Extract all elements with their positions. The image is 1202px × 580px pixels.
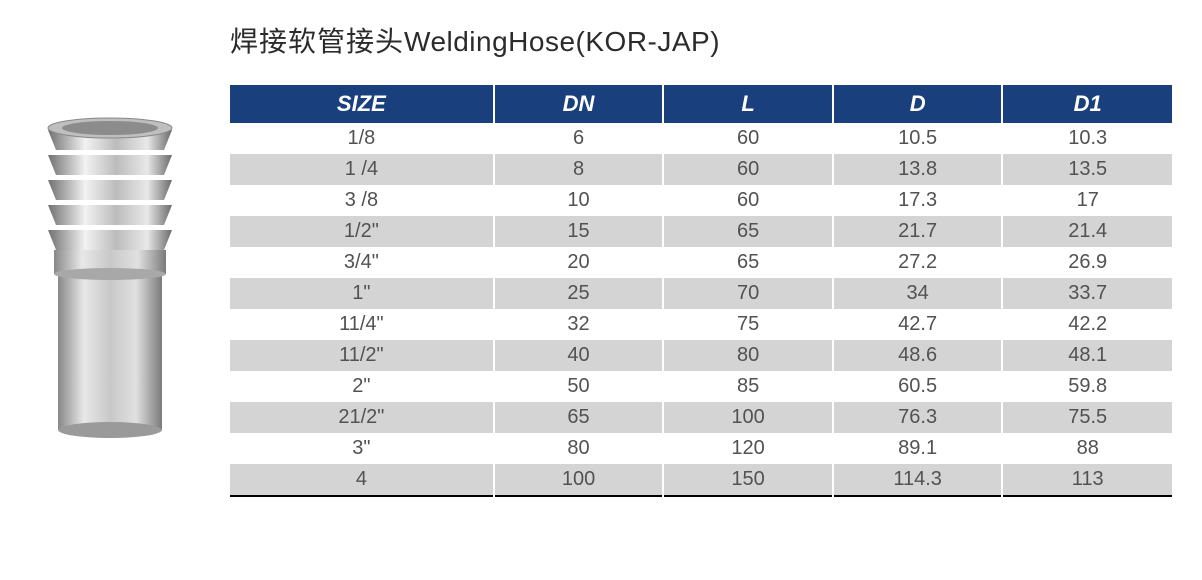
cell-dn: 8: [494, 154, 664, 185]
cell-l: 75: [663, 309, 833, 340]
cell-d: 34: [833, 278, 1003, 309]
col-header-d1: D1: [1002, 85, 1172, 123]
cell-dn: 100: [494, 464, 664, 496]
page-title: 焊接软管接头WeldingHose(KOR-JAP): [230, 20, 1172, 60]
cell-size: 2": [230, 371, 494, 402]
cell-dn: 80: [494, 433, 664, 464]
hose-fitting-icon: [30, 100, 190, 440]
title-en: WeldingHose(KOR-JAP): [404, 26, 720, 57]
cell-d: 89.1: [833, 433, 1003, 464]
cell-size: 3/4": [230, 247, 494, 278]
cell-d1: 26.9: [1002, 247, 1172, 278]
cell-l: 65: [663, 247, 833, 278]
cell-d1: 10.3: [1002, 123, 1172, 154]
cell-l: 80: [663, 340, 833, 371]
cell-dn: 15: [494, 216, 664, 247]
cell-dn: 65: [494, 402, 664, 433]
cell-size: 1/2": [230, 216, 494, 247]
cell-size: 3 /8: [230, 185, 494, 216]
cell-dn: 40: [494, 340, 664, 371]
cell-size: 21/2": [230, 402, 494, 433]
cell-size: 11/2": [230, 340, 494, 371]
cell-l: 65: [663, 216, 833, 247]
cell-d1: 59.8: [1002, 371, 1172, 402]
spec-table: SIZE DN L D D1 1/866010.510.31 /486013.8…: [230, 85, 1172, 497]
cell-dn: 25: [494, 278, 664, 309]
cell-dn: 6: [494, 123, 664, 154]
cell-d: 17.3: [833, 185, 1003, 216]
cell-d1: 17: [1002, 185, 1172, 216]
cell-dn: 10: [494, 185, 664, 216]
table-row: 21/2"6510076.375.5: [230, 402, 1172, 433]
col-header-size: SIZE: [230, 85, 494, 123]
col-header-d: D: [833, 85, 1003, 123]
cell-d: 10.5: [833, 123, 1003, 154]
title-cn: 焊接软管接头: [230, 26, 404, 57]
table-row: 11/4"327542.742.2: [230, 309, 1172, 340]
cell-d: 48.6: [833, 340, 1003, 371]
cell-d: 13.8: [833, 154, 1003, 185]
table-row: 1/866010.510.3: [230, 123, 1172, 154]
cell-l: 120: [663, 433, 833, 464]
cell-d1: 13.5: [1002, 154, 1172, 185]
cell-d: 76.3: [833, 402, 1003, 433]
cell-d1: 21.4: [1002, 216, 1172, 247]
table-row: 2"508560.559.8: [230, 371, 1172, 402]
cell-d: 114.3: [833, 464, 1003, 496]
table-row: 3 /8106017.317: [230, 185, 1172, 216]
table-row: 1/2"156521.721.4: [230, 216, 1172, 247]
table-row: 4100150114.3113: [230, 464, 1172, 496]
cell-d1: 48.1: [1002, 340, 1172, 371]
cell-size: 11/4": [230, 309, 494, 340]
cell-l: 70: [663, 278, 833, 309]
cell-l: 60: [663, 154, 833, 185]
cell-d: 42.7: [833, 309, 1003, 340]
cell-l: 60: [663, 123, 833, 154]
cell-size: 3": [230, 433, 494, 464]
table-row: 3"8012089.188: [230, 433, 1172, 464]
table-row: 1"25703433.7: [230, 278, 1172, 309]
cell-dn: 32: [494, 309, 664, 340]
cell-dn: 20: [494, 247, 664, 278]
cell-d: 21.7: [833, 216, 1003, 247]
cell-d1: 33.7: [1002, 278, 1172, 309]
cell-size: 1/8: [230, 123, 494, 154]
cell-size: 4: [230, 464, 494, 496]
cell-d1: 42.2: [1002, 309, 1172, 340]
cell-l: 60: [663, 185, 833, 216]
cell-d: 27.2: [833, 247, 1003, 278]
cell-size: 1 /4: [230, 154, 494, 185]
table-header-row: SIZE DN L D D1: [230, 85, 1172, 123]
table-row: 3/4"206527.226.9: [230, 247, 1172, 278]
col-header-l: L: [663, 85, 833, 123]
cell-l: 150: [663, 464, 833, 496]
cell-l: 85: [663, 371, 833, 402]
cell-d1: 75.5: [1002, 402, 1172, 433]
product-image: [30, 100, 190, 445]
cell-dn: 50: [494, 371, 664, 402]
cell-d1: 113: [1002, 464, 1172, 496]
table-row: 11/2"408048.648.1: [230, 340, 1172, 371]
cell-size: 1": [230, 278, 494, 309]
cell-d: 60.5: [833, 371, 1003, 402]
col-header-dn: DN: [494, 85, 664, 123]
table-row: 1 /486013.813.5: [230, 154, 1172, 185]
cell-l: 100: [663, 402, 833, 433]
cell-d1: 88: [1002, 433, 1172, 464]
